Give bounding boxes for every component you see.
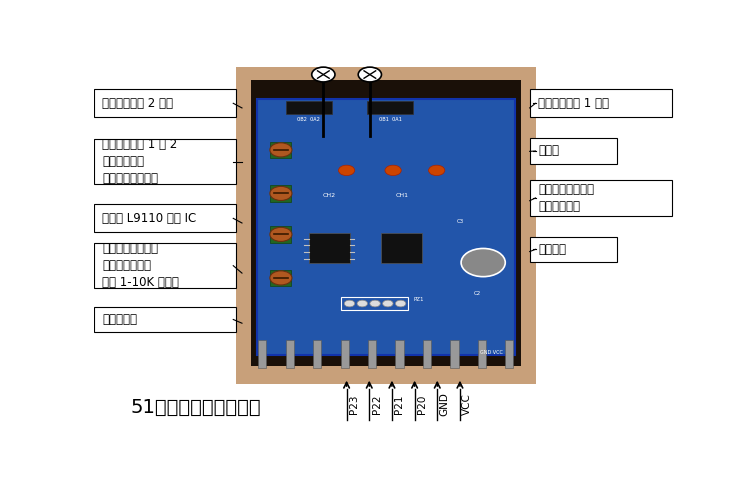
Text: 双通道 L9110 驱动 IC: 双通道 L9110 驱动 IC (103, 212, 196, 225)
Circle shape (270, 143, 292, 157)
FancyBboxPatch shape (256, 99, 515, 355)
Text: 单片机接口: 单片机接口 (103, 313, 137, 326)
Circle shape (344, 300, 355, 307)
Text: VCC: VCC (462, 393, 472, 415)
FancyBboxPatch shape (423, 340, 431, 368)
FancyBboxPatch shape (314, 340, 321, 368)
Circle shape (382, 300, 393, 307)
Text: C3: C3 (456, 219, 464, 224)
FancyBboxPatch shape (94, 307, 236, 333)
Circle shape (270, 271, 292, 285)
FancyBboxPatch shape (271, 142, 291, 158)
Text: GND: GND (440, 392, 449, 416)
Circle shape (358, 67, 382, 82)
FancyBboxPatch shape (506, 340, 514, 368)
Text: CH2: CH2 (322, 193, 336, 199)
FancyBboxPatch shape (286, 340, 294, 368)
FancyBboxPatch shape (251, 80, 521, 366)
Text: GND VCC: GND VCC (481, 350, 503, 355)
Circle shape (270, 228, 292, 241)
FancyBboxPatch shape (258, 340, 266, 368)
Text: 定位孔: 定位孔 (538, 145, 560, 158)
FancyBboxPatch shape (236, 67, 536, 385)
FancyBboxPatch shape (94, 204, 236, 232)
FancyBboxPatch shape (530, 180, 672, 215)
Text: 预流上拉电阻接口
若需要更大电流
则焊 1-10K 的上去: 预流上拉电阻接口 若需要更大电流 则焊 1-10K 的上去 (103, 242, 179, 289)
Text: 直流电机通道 1 和 2
接线端子输出
适应各种电机接头: 直流电机通道 1 和 2 接线端子输出 适应各种电机接头 (103, 138, 178, 185)
FancyBboxPatch shape (530, 89, 672, 117)
Text: 直流电机通道 1 输出: 直流电机通道 1 输出 (538, 97, 610, 110)
Text: P23: P23 (349, 395, 359, 414)
FancyBboxPatch shape (286, 101, 332, 113)
Circle shape (395, 300, 406, 307)
Circle shape (461, 248, 506, 277)
FancyBboxPatch shape (368, 340, 376, 368)
FancyBboxPatch shape (382, 233, 422, 263)
Text: P20: P20 (417, 395, 427, 414)
FancyBboxPatch shape (451, 340, 458, 368)
Text: 去稠、去毛刺电容
保证驱动稳定: 去稠、去毛刺电容 保证驱动稳定 (538, 183, 595, 213)
Text: OB1 OA1: OB1 OA1 (379, 117, 401, 121)
Text: CH1: CH1 (395, 193, 408, 199)
FancyBboxPatch shape (340, 340, 349, 368)
FancyBboxPatch shape (271, 270, 291, 286)
Text: PZ1: PZ1 (413, 297, 424, 302)
Circle shape (270, 187, 292, 201)
Text: P21: P21 (394, 395, 404, 414)
Circle shape (370, 300, 380, 307)
FancyBboxPatch shape (271, 226, 291, 242)
FancyBboxPatch shape (478, 340, 486, 368)
FancyBboxPatch shape (94, 89, 236, 117)
Circle shape (357, 300, 368, 307)
FancyBboxPatch shape (271, 185, 291, 201)
Text: 51单片机建议连接方法: 51单片机建议连接方法 (130, 398, 261, 417)
Text: C2: C2 (474, 291, 481, 296)
FancyBboxPatch shape (94, 139, 236, 184)
Text: 直流电机通道 2 输出: 直流电机通道 2 输出 (103, 97, 173, 110)
Circle shape (312, 67, 335, 82)
FancyBboxPatch shape (395, 340, 404, 368)
FancyBboxPatch shape (367, 101, 413, 113)
FancyBboxPatch shape (94, 243, 236, 288)
Circle shape (385, 165, 401, 175)
Circle shape (428, 165, 445, 175)
Circle shape (338, 165, 355, 175)
FancyBboxPatch shape (309, 233, 350, 263)
Text: P22: P22 (371, 395, 382, 414)
Text: OB2 OA2: OB2 OA2 (298, 117, 320, 121)
FancyBboxPatch shape (530, 138, 616, 163)
FancyBboxPatch shape (530, 237, 616, 262)
Text: 滤波电容: 滤波电容 (538, 243, 566, 256)
